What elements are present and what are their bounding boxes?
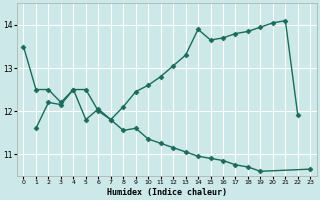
X-axis label: Humidex (Indice chaleur): Humidex (Indice chaleur) xyxy=(107,188,227,197)
